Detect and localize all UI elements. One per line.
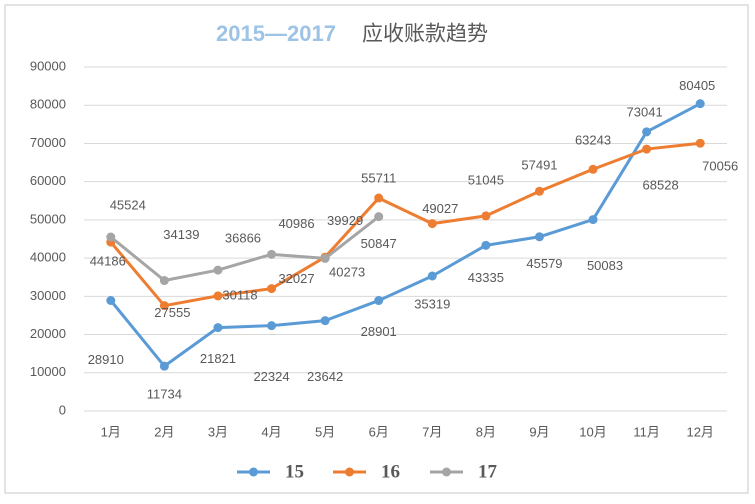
- point: [427, 271, 437, 281]
- data-label: 11734: [147, 387, 182, 402]
- point: [374, 193, 384, 203]
- chart-title: 应收账款趋势: [362, 23, 488, 46]
- point: [481, 240, 491, 250]
- point: [106, 295, 116, 305]
- data-label: 23642: [307, 369, 343, 384]
- data-label: 35319: [414, 296, 450, 311]
- x-tick-label: 1月: [101, 424, 121, 439]
- point: [642, 144, 652, 154]
- data-label: 39929: [327, 213, 363, 228]
- series-line: [109, 215, 380, 283]
- y-tick-label: 90000: [30, 58, 66, 73]
- point: [320, 253, 330, 263]
- point: [159, 301, 169, 311]
- data-label: 40273: [329, 265, 365, 280]
- point: [267, 321, 277, 331]
- y-tick-label: 80000: [30, 97, 66, 112]
- x-tick-label: 4月: [261, 424, 281, 439]
- data-label: 43335: [468, 270, 504, 285]
- point: [695, 138, 705, 148]
- point: [213, 323, 223, 333]
- point: [267, 249, 277, 259]
- legend-label: 15: [285, 461, 304, 482]
- data-label: 45579: [526, 256, 562, 271]
- point: [213, 291, 223, 301]
- series-line: [109, 102, 701, 368]
- chart-frame: [4, 4, 749, 494]
- point: [374, 212, 384, 222]
- data-label: 57491: [521, 158, 557, 173]
- point: [695, 99, 705, 109]
- data-label: 50083: [587, 258, 623, 273]
- x-tick-label: 8月: [476, 424, 496, 439]
- point: [213, 265, 223, 275]
- data-label: 44186: [90, 254, 126, 269]
- data-label: 80405: [679, 78, 715, 93]
- data-label: 50847: [361, 236, 397, 251]
- data-label: 40986: [278, 216, 314, 231]
- point: [159, 361, 169, 371]
- y-tick-label: 30000: [30, 288, 66, 303]
- y-tick-label: 50000: [30, 211, 66, 226]
- data-label: 27555: [154, 305, 190, 320]
- legend-label: 16: [381, 461, 400, 482]
- legend-marker: [345, 467, 354, 477]
- y-tick-label: 60000: [30, 173, 66, 188]
- x-tick-label: 7月: [422, 424, 442, 439]
- x-tick-label: 5月: [315, 424, 335, 439]
- data-label: 45524: [110, 197, 146, 212]
- y-tick-label: 40000: [30, 250, 66, 265]
- data-label: 36866: [225, 231, 261, 246]
- series-line: [109, 141, 701, 308]
- point: [534, 232, 544, 242]
- point: [159, 276, 169, 286]
- data-label: 32027: [278, 271, 314, 286]
- x-tick-label: 6月: [369, 424, 389, 439]
- data-label: 73041: [627, 104, 663, 119]
- data-label: 70056: [702, 159, 738, 174]
- point: [534, 186, 544, 196]
- point: [481, 211, 491, 221]
- x-tick-label: 11月: [633, 424, 660, 439]
- data-label: 51045: [468, 172, 504, 187]
- y-tick-label: 10000: [30, 364, 66, 379]
- point: [320, 316, 330, 326]
- x-tick-label: 2月: [154, 424, 174, 439]
- chart-title-years: 2015—2017: [216, 21, 336, 46]
- point: [267, 284, 277, 294]
- data-label: 28901: [361, 324, 397, 339]
- legend-marker: [442, 467, 451, 477]
- y-tick-label: 0: [59, 402, 66, 417]
- y-tick-label: 70000: [30, 135, 66, 150]
- legend-marker: [249, 467, 258, 477]
- data-label: 68528: [643, 178, 679, 193]
- data-label: 63243: [575, 133, 611, 148]
- data-label: 34139: [163, 227, 199, 242]
- x-tick-label: 12月: [686, 424, 713, 439]
- point: [642, 127, 652, 137]
- data-label: 49027: [422, 201, 458, 216]
- point: [427, 219, 437, 229]
- point: [588, 164, 598, 174]
- point: [106, 232, 116, 242]
- y-tick-label: 20000: [30, 326, 66, 341]
- data-label: 28910: [88, 352, 124, 367]
- point: [588, 215, 598, 225]
- data-label: 30118: [222, 287, 257, 302]
- data-label: 21821: [200, 351, 236, 366]
- x-tick-label: 9月: [529, 424, 549, 439]
- data-label: 22324: [253, 369, 289, 384]
- data-label: 55711: [361, 170, 396, 185]
- legend-label: 17: [478, 461, 498, 482]
- x-tick-label: 10月: [579, 424, 606, 439]
- x-tick-label: 3月: [208, 424, 228, 439]
- point: [374, 296, 384, 306]
